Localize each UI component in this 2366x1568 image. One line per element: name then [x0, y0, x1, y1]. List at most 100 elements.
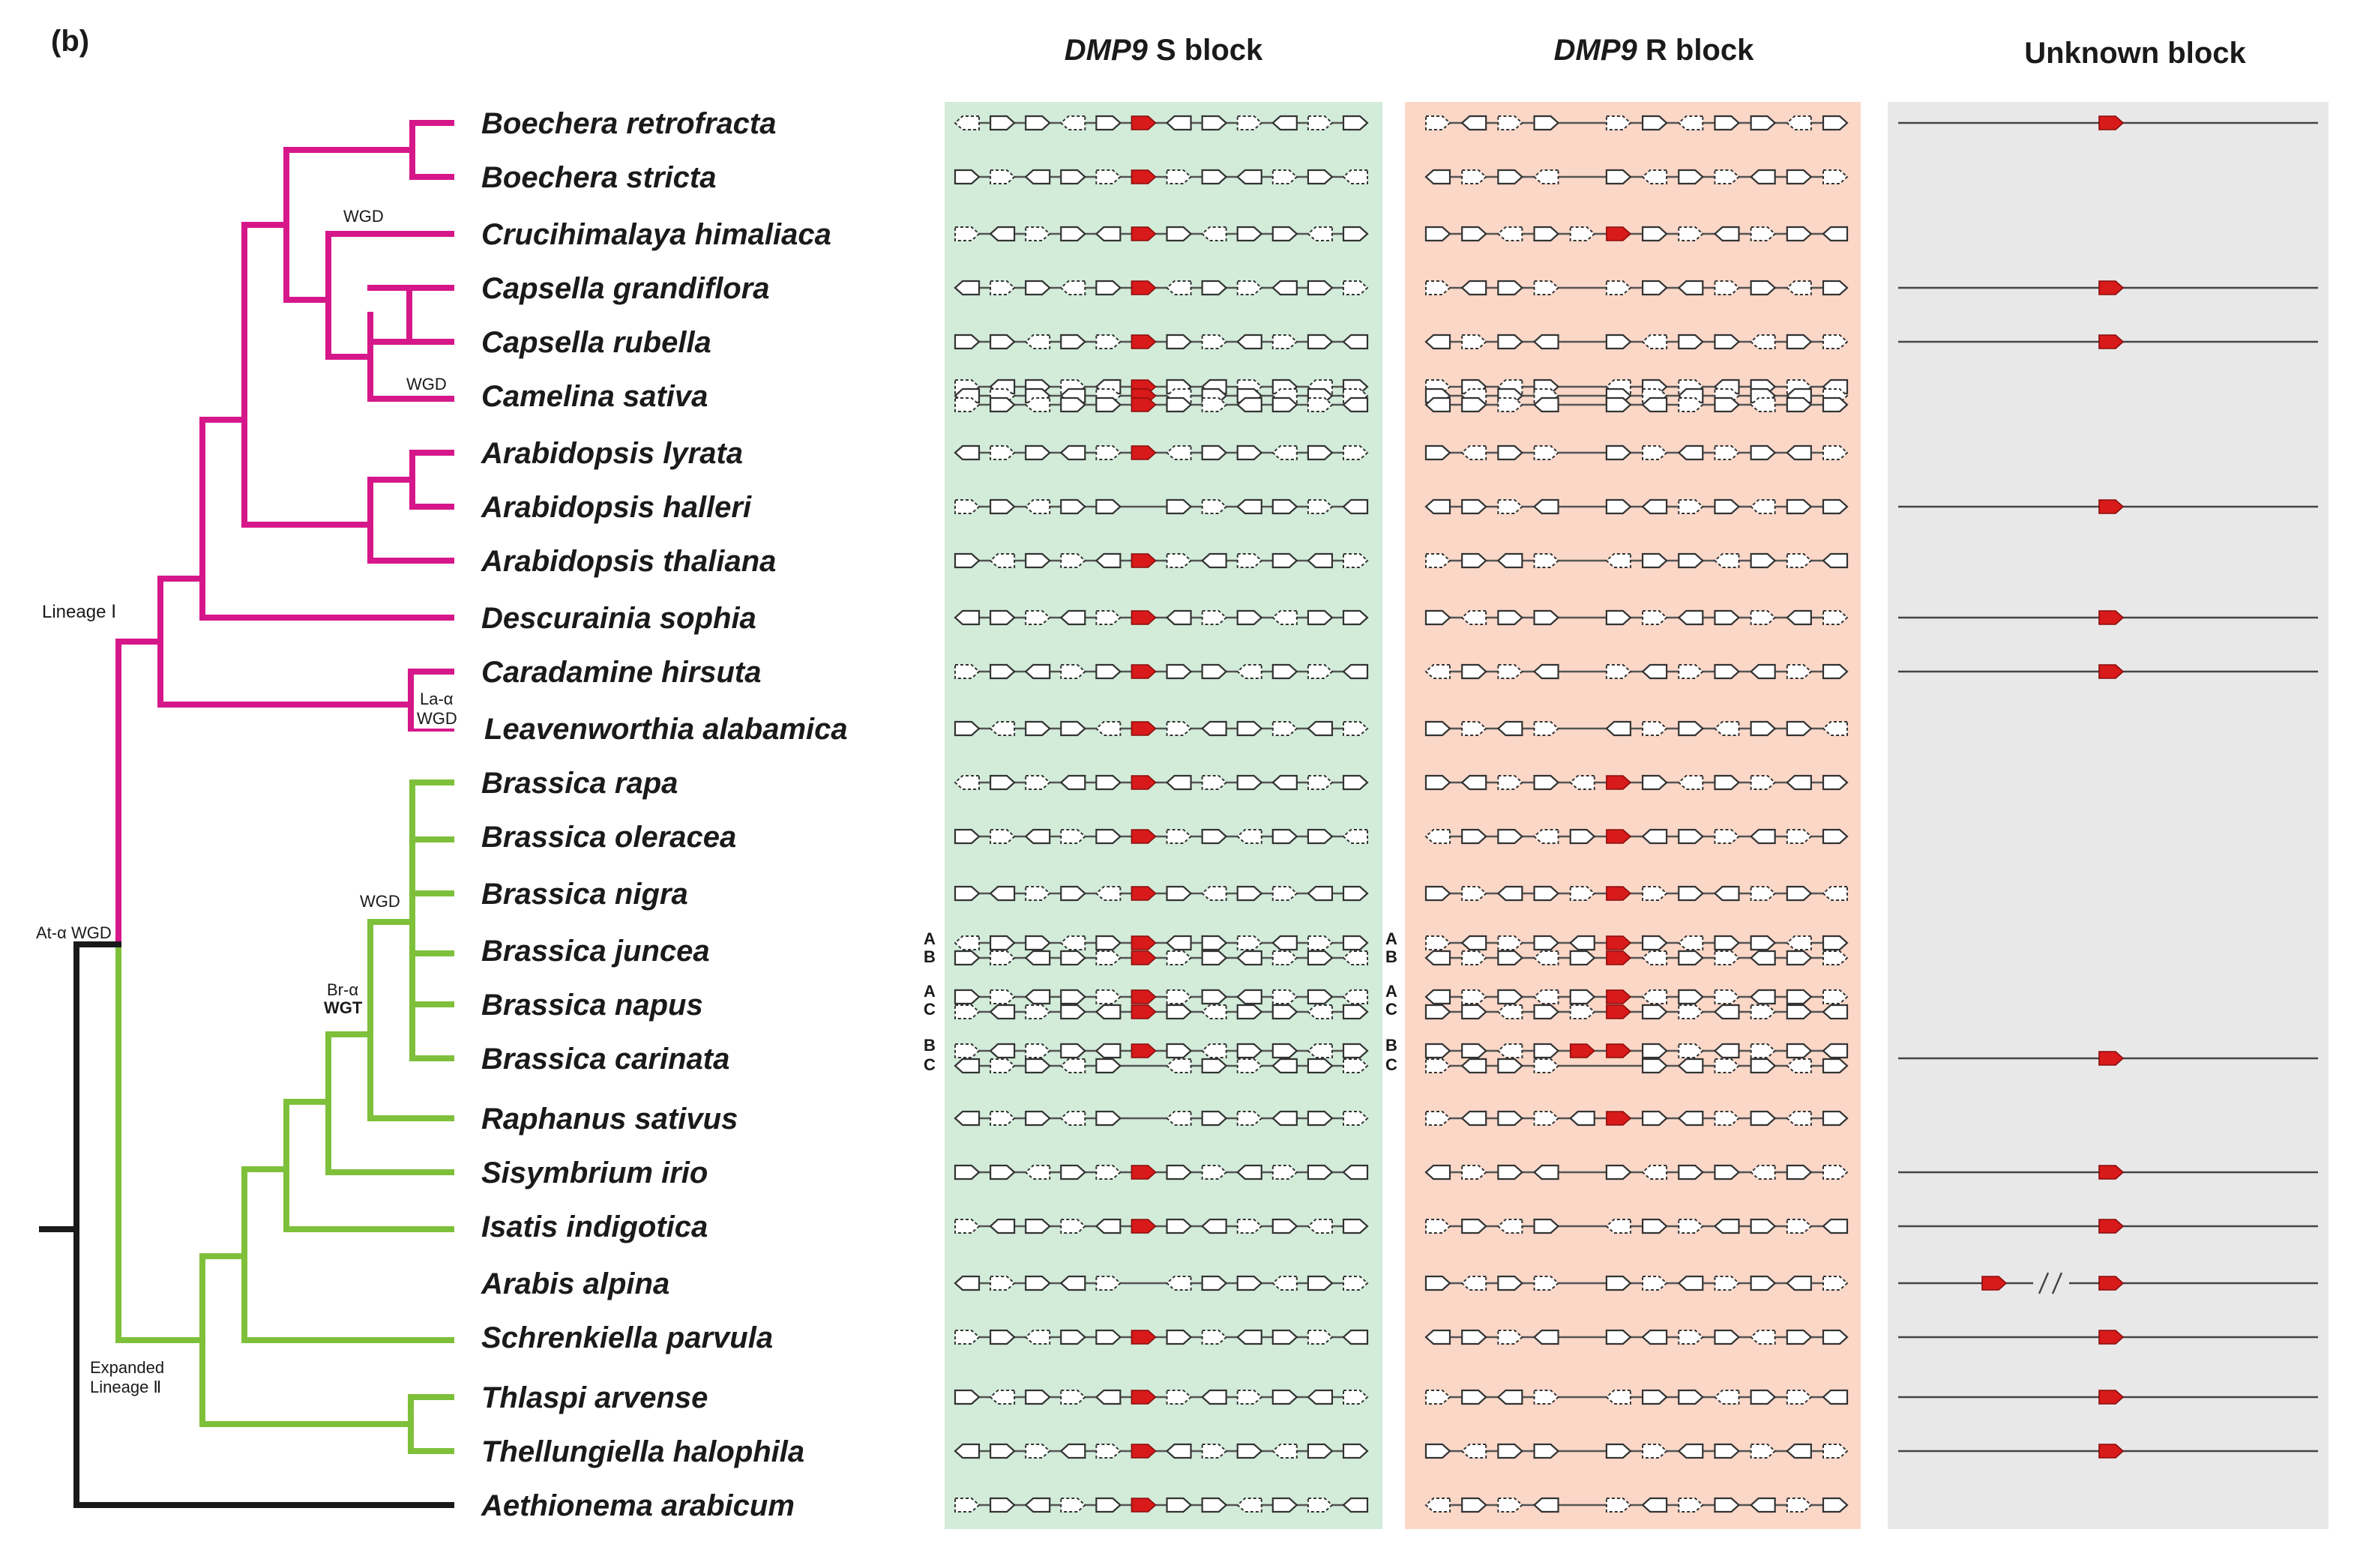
r-block-gene — [1677, 115, 1704, 130]
r-block-gene — [1641, 498, 1668, 515]
r-block-gene — [1822, 1058, 1849, 1074]
r-block-gene — [1822, 721, 1848, 736]
r-block-gene — [1786, 1164, 1813, 1180]
unknown-block-header: Unknown block — [2024, 37, 2246, 70]
s-block-dmp9-gene — [1131, 1498, 1157, 1513]
r-block-header: DMP9 R block — [1554, 34, 1754, 67]
s-block-gene — [1095, 721, 1122, 736]
s-block-gene — [1201, 1497, 1228, 1513]
s-block-gene — [989, 1218, 1016, 1234]
s-block-gene — [1024, 334, 1051, 349]
s-block-gene — [1166, 553, 1193, 568]
s-block-gene — [1166, 829, 1193, 844]
r-block-gene — [1605, 334, 1632, 350]
s-block-gene — [1059, 115, 1086, 130]
s-block-gene — [1025, 552, 1051, 569]
r-block-gene — [1424, 498, 1451, 515]
r-block-gene — [1677, 1275, 1704, 1291]
s-block-gene — [1095, 886, 1122, 901]
s-block-gene — [990, 950, 1016, 965]
r-block-gene — [1786, 226, 1813, 242]
r-block-gene — [1822, 828, 1849, 845]
r-block-gene — [1461, 828, 1487, 845]
s-block-gene — [1201, 989, 1228, 1005]
r-block-gene — [1641, 989, 1668, 1004]
s-block-gene — [989, 935, 1016, 951]
species-name: Brassica rapa — [481, 767, 678, 800]
s-block-gene — [1271, 828, 1298, 845]
r-block-gene — [1641, 1329, 1668, 1345]
s-block-gene — [954, 609, 981, 626]
r-block-gene — [1460, 1276, 1487, 1291]
s-block-gene — [1200, 1218, 1227, 1234]
s-block-gene — [1236, 1390, 1263, 1405]
s-block-gene — [1236, 169, 1262, 185]
r-block-gene — [1749, 1497, 1776, 1513]
s-block-dmp9-gene — [1131, 334, 1157, 349]
s-block-gene — [1201, 1444, 1228, 1459]
r-block-gene — [1714, 1058, 1740, 1073]
s-block-gene — [1236, 334, 1262, 350]
s-block-gene — [1342, 989, 1368, 1004]
r-block-gene — [1714, 609, 1741, 626]
r-block-gene — [1677, 280, 1704, 296]
r-block-gene — [1642, 445, 1668, 460]
r-block-gene — [1822, 1165, 1849, 1180]
s-block-gene — [1343, 553, 1369, 568]
r-block-gene — [1497, 334, 1524, 350]
s-block-gene — [1271, 721, 1298, 736]
r-block-gene — [1822, 774, 1849, 791]
s-block-gene — [1095, 1497, 1122, 1513]
species-name: Arabidopsis halleri — [481, 491, 752, 524]
s-block-gene — [1166, 445, 1192, 460]
s-block-gene — [1271, 610, 1298, 625]
r-block-gene — [1822, 1004, 1849, 1020]
r-block-gene — [1786, 1219, 1813, 1234]
s-block-gene — [954, 444, 981, 461]
r-block-gene — [1425, 1111, 1451, 1126]
s-block-dmp9-gene — [1131, 829, 1157, 844]
s-block-gene — [990, 829, 1016, 844]
s-block-gene — [989, 609, 1016, 626]
r-block-gene — [1642, 1110, 1668, 1127]
r-block-gene — [1642, 935, 1668, 951]
s-block-gene — [1307, 775, 1334, 790]
s-block-dmp9-gene — [1131, 169, 1157, 184]
r-block-gene — [1425, 115, 1451, 130]
r-block-gene — [1750, 552, 1777, 569]
s-block-gene — [1060, 720, 1086, 737]
s-block-gene — [1060, 1219, 1086, 1234]
s-block-gene — [1342, 950, 1368, 965]
s-block-gene — [1201, 1165, 1228, 1180]
s-block-gene — [1271, 774, 1298, 791]
r-block-gene — [1461, 1043, 1487, 1059]
s-block-gene — [1236, 1164, 1262, 1180]
r-block-gene — [1461, 1165, 1487, 1180]
s-block-gene — [1271, 1004, 1298, 1020]
carinata-s-sub-b: B — [924, 1036, 936, 1055]
r-block-gene — [1678, 989, 1704, 1005]
s-block-gene — [989, 334, 1016, 350]
s-block-gene — [954, 1004, 981, 1019]
s-block-gene — [1236, 885, 1263, 902]
r-block-gene — [1605, 1275, 1632, 1291]
s-block-gene — [989, 553, 1016, 568]
s-block-gene — [1201, 950, 1228, 966]
s-block-gene — [1307, 1043, 1333, 1058]
r-block-gene — [1786, 774, 1812, 791]
s-block-gene — [1343, 1276, 1369, 1291]
s-block-gene — [1342, 774, 1369, 791]
s-block-gene — [1201, 1004, 1227, 1019]
s-block-gene — [1095, 445, 1122, 460]
species-name: Brassica oleracea — [481, 821, 736, 854]
r-block-gene — [1749, 989, 1776, 1005]
r-block-gene — [1533, 609, 1560, 626]
s-block-gene — [1166, 1111, 1192, 1126]
r-block-gene — [1461, 498, 1487, 515]
s-block-gene — [1307, 1164, 1334, 1180]
r-block-gene — [1713, 885, 1740, 902]
s-block-gene — [1165, 935, 1192, 951]
r-block-panel — [1405, 102, 1861, 1529]
s-block-gene — [1271, 1276, 1298, 1291]
